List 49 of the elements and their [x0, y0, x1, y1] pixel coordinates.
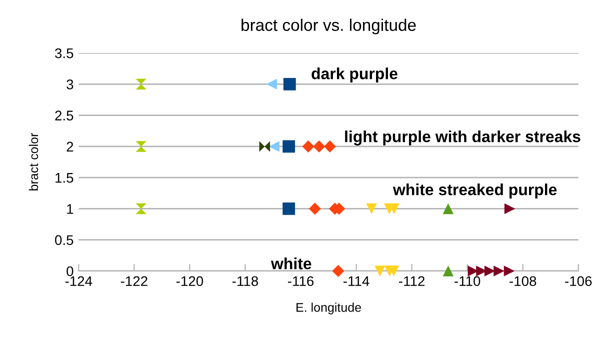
point: [504, 203, 516, 214]
y-tick-label: 3: [66, 80, 74, 90]
x-tick-label: -106: [565, 276, 592, 286]
y-tick-label: 3.5: [55, 48, 74, 58]
annotation: white streaked purple: [392, 184, 557, 198]
x-tick-label: -110: [454, 276, 480, 286]
point: [268, 141, 280, 152]
x-tick-label: -120: [176, 276, 204, 286]
x-tick-label: -118: [232, 276, 258, 286]
point: [388, 203, 400, 214]
annotation: dark purple: [312, 68, 398, 82]
x-tick-label: -108: [510, 276, 536, 286]
y-tick-label: 0: [66, 266, 74, 276]
point: [484, 266, 496, 276]
point: [136, 141, 146, 152]
point: [388, 266, 400, 276]
point: [136, 78, 146, 90]
point: [504, 266, 515, 276]
point: [282, 140, 296, 153]
point: [442, 203, 454, 214]
point: [324, 140, 336, 152]
point: [282, 202, 296, 215]
point: [308, 202, 321, 215]
point: [332, 264, 344, 278]
chart-title: bract color vs. longitude: [242, 18, 416, 34]
point: [266, 78, 277, 90]
y-tick-label: 1: [67, 204, 74, 214]
x-axis-title: E. longitude: [296, 302, 361, 314]
x-tick-label: -114: [344, 276, 370, 286]
y-tick-label: 2: [66, 142, 74, 152]
point: [442, 266, 454, 276]
point: [494, 266, 504, 276]
point: [374, 266, 386, 276]
x-tick-label: -122: [120, 276, 148, 286]
annotation: light purple with darker streaks: [345, 130, 580, 146]
y-tick-label: 0.5: [55, 235, 74, 246]
point: [313, 140, 326, 152]
y-tick-label: 2.5: [55, 110, 74, 120]
x-tick-label: -112: [399, 276, 424, 286]
point: [259, 141, 270, 152]
annotation: white: [270, 258, 312, 270]
point: [136, 203, 146, 214]
x-tick-label: -116: [288, 276, 314, 286]
y-tick-label: 1.5: [56, 173, 74, 183]
point: [283, 78, 296, 90]
point: [366, 203, 377, 214]
y-axis-title: bract color: [28, 133, 38, 190]
x-tick-label: -124: [65, 276, 92, 286]
point: [302, 140, 314, 152]
